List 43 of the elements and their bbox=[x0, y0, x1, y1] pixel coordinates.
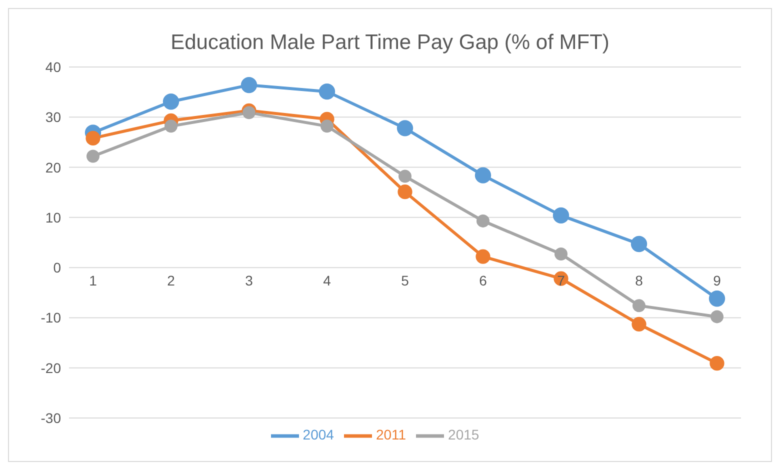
point bbox=[474, 167, 492, 184]
y-tick-label: 30 bbox=[45, 109, 62, 126]
point bbox=[632, 299, 646, 312]
y-tick-label: -30 bbox=[40, 410, 62, 426]
y-tick-label: 0 bbox=[53, 260, 62, 276]
point bbox=[164, 120, 178, 133]
x-tick-label: 2 bbox=[167, 272, 176, 289]
point bbox=[398, 170, 412, 183]
point bbox=[398, 184, 412, 200]
point bbox=[476, 249, 490, 264]
point bbox=[396, 120, 414, 136]
legend-label: 2004 bbox=[302, 426, 334, 443]
y-tick-label: 20 bbox=[45, 159, 62, 176]
y-tick-label: -20 bbox=[40, 360, 62, 376]
x-tick-label: 3 bbox=[245, 272, 254, 289]
point bbox=[86, 150, 100, 163]
point bbox=[552, 207, 570, 224]
y-tick-label: 40 bbox=[45, 58, 62, 75]
x-tick-label: 7 bbox=[557, 272, 566, 289]
point bbox=[242, 106, 256, 120]
point bbox=[708, 290, 726, 307]
x-tick-label: 8 bbox=[635, 272, 644, 289]
x-tick-label: 4 bbox=[323, 272, 332, 289]
point bbox=[86, 130, 100, 146]
point bbox=[630, 236, 648, 252]
point bbox=[710, 356, 724, 371]
point bbox=[240, 76, 258, 94]
x-tick-label: 9 bbox=[713, 272, 722, 289]
point bbox=[320, 120, 334, 133]
chart-title: Education Male Part Time Pay Gap (% of MFT) bbox=[170, 31, 610, 55]
point bbox=[632, 316, 646, 332]
legend-label: 2011 bbox=[376, 426, 406, 443]
x-tick-label: 5 bbox=[401, 272, 410, 289]
point bbox=[554, 248, 568, 261]
y-tick-label: -10 bbox=[40, 310, 62, 326]
legend-label: 2015 bbox=[448, 426, 480, 443]
x-tick-label: 1 bbox=[89, 272, 98, 289]
y-tick-label: 10 bbox=[45, 209, 62, 226]
point bbox=[710, 310, 724, 324]
point bbox=[318, 83, 336, 100]
point bbox=[162, 94, 180, 110]
x-tick-label: 6 bbox=[479, 272, 488, 289]
point bbox=[476, 214, 490, 228]
